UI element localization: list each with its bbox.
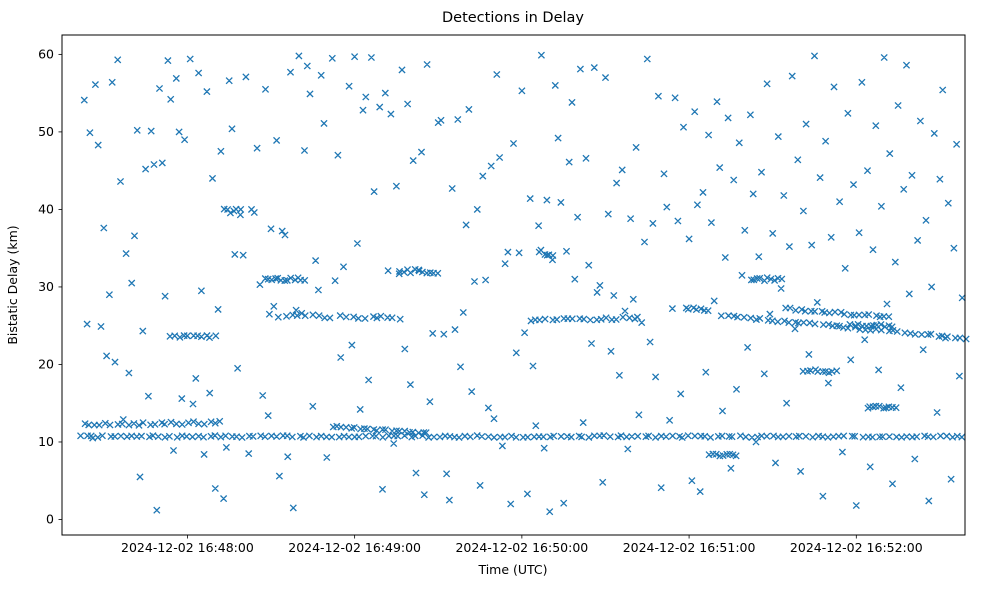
scatter-points xyxy=(77,51,970,516)
plot-border xyxy=(61,34,966,536)
y-tick-label: 40 xyxy=(38,201,54,216)
x-tick-label: 2024-12-02 16:49:00 xyxy=(288,540,421,555)
y-tick-label: 0 xyxy=(46,511,54,526)
x-axis-label: Time (UTC) xyxy=(477,562,547,577)
chart-title: Detections in Delay xyxy=(442,10,584,26)
y-tick-label: 50 xyxy=(38,124,54,139)
scatter-markers xyxy=(77,51,970,516)
y-tick-label: 30 xyxy=(38,279,54,294)
x-tick-label: 2024-12-02 16:48:00 xyxy=(121,540,254,555)
y-tick-label: 20 xyxy=(38,356,54,371)
y-tick-label: 60 xyxy=(38,46,54,61)
axis-ticks: 2024-12-02 16:48:00 2024-12-02 16:49:00 20… xyxy=(38,46,923,555)
x-tick-label: 2024-12-02 16:50:00 xyxy=(455,540,588,555)
x-tick-label: 2024-12-02 16:51:00 xyxy=(623,540,756,555)
x-tick-label: 2024-12-02 16:52:00 xyxy=(790,540,923,555)
y-tick-label: 10 xyxy=(38,434,54,449)
y-axis-label: Bistatic Delay (km) xyxy=(5,225,20,344)
